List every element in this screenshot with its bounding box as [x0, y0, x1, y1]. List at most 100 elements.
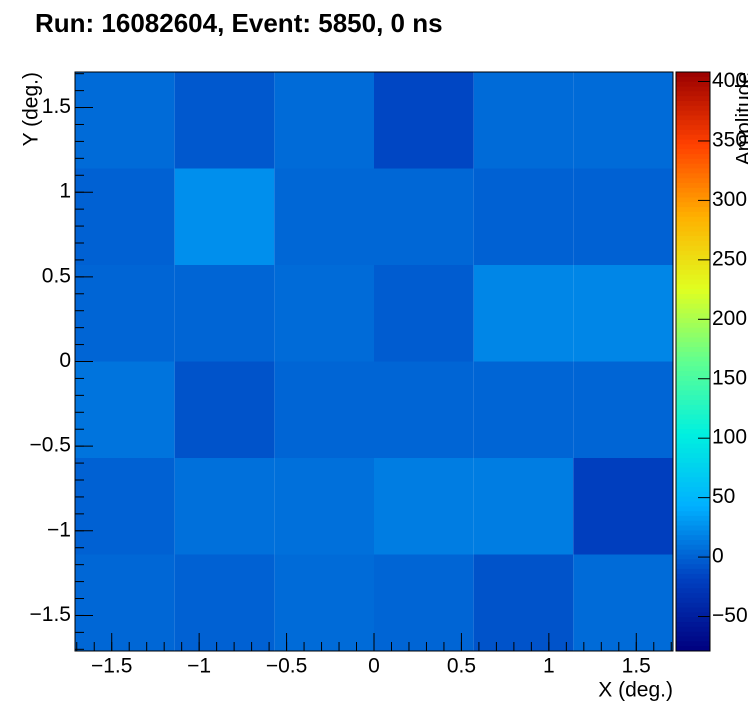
colorbar-segment	[676, 573, 710, 580]
colorbar-segment	[676, 506, 710, 512]
colorbar-segment	[676, 327, 710, 334]
x-tick-label: −1	[187, 655, 211, 678]
colorbar-segment	[676, 231, 710, 237]
colorbar-segment	[676, 250, 710, 256]
colorbar-tick-label: 150	[712, 366, 747, 389]
y-tick-label: 1	[59, 180, 71, 203]
colorbar-segment	[676, 467, 710, 473]
colorbar-segment	[676, 221, 710, 227]
colorbar-segment	[676, 139, 710, 145]
colorbar-tick-label: 300	[712, 188, 747, 211]
x-axis-label: X (deg.)	[598, 679, 673, 702]
heatmap-cell	[274, 554, 374, 651]
heatmap-cell	[473, 265, 574, 362]
colorbar-segment	[676, 400, 710, 406]
colorbar-segment	[676, 260, 710, 266]
heatmap-cell	[75, 72, 175, 169]
colorbar-segment	[676, 255, 710, 261]
heatmap-cell	[174, 554, 275, 651]
colorbar-segment	[676, 284, 710, 290]
heatmap-cell	[274, 458, 374, 555]
heatmap-cell	[473, 72, 574, 169]
colorbar-segment	[676, 404, 710, 411]
colorbar-segment	[676, 105, 710, 112]
heatmap-cell	[374, 72, 474, 169]
heatmap-cell	[573, 72, 673, 169]
colorbar-segment	[676, 318, 710, 324]
heatmap-cell	[573, 361, 673, 458]
colorbar-segment	[676, 554, 710, 560]
colorbar-segment	[676, 612, 710, 618]
colorbar-segment	[676, 409, 710, 416]
colorbar-segment	[676, 641, 710, 647]
colorbar-segment	[676, 385, 710, 391]
x-tick-label: −1.5	[91, 655, 132, 678]
heatmap-cell	[473, 361, 574, 458]
colorbar-segment	[676, 429, 710, 435]
y-tick-label: 1.5	[42, 95, 71, 118]
heatmap-cell	[174, 458, 275, 555]
colorbar-segment	[676, 511, 710, 517]
y-tick-label: −0.5	[30, 434, 71, 457]
heatmap-cell	[174, 361, 275, 458]
colorbar-segment	[676, 173, 710, 179]
colorbar-segment	[676, 636, 710, 642]
x-tick-label: −0.5	[266, 655, 307, 678]
colorbar-segment	[676, 433, 710, 440]
colorbar-segment	[676, 549, 710, 555]
colorbar-segment	[676, 303, 710, 309]
heatmap-cell	[573, 458, 673, 555]
heatmap-cell	[274, 168, 374, 265]
heatmap-cell	[174, 168, 275, 265]
colorbar-segment	[676, 564, 710, 570]
colorbar-segment	[676, 197, 710, 203]
colorbar-segment	[676, 588, 710, 594]
colorbar-segment	[676, 236, 710, 242]
colorbar-label: Amplitude	[733, 72, 748, 165]
heatmap-cell	[573, 265, 673, 362]
colorbar-segment	[676, 91, 710, 97]
colorbar-segment	[676, 154, 710, 160]
colorbar-segment	[676, 472, 710, 478]
chart-title: Run: 16082604, Event: 5850, 0 ns	[35, 8, 443, 38]
colorbar-segment	[676, 515, 710, 522]
colorbar-segment	[676, 245, 710, 252]
colorbar-segment	[676, 414, 710, 420]
colorbar-segment	[676, 540, 710, 546]
x-tick-label: 0.5	[447, 655, 476, 678]
colorbar-segment	[676, 163, 710, 169]
colorbar-segment	[676, 443, 710, 449]
colorbar-segment	[676, 110, 710, 116]
colorbar-segment	[676, 602, 710, 609]
colorbar-tick-label: −50	[712, 604, 748, 627]
colorbar-segment	[676, 583, 710, 589]
colorbar-frame	[675, 71, 711, 652]
colorbar-segment	[676, 617, 710, 623]
colorbar-tick-label: 200	[712, 307, 747, 330]
colorbar-segment	[676, 448, 710, 454]
heatmap-cell	[573, 168, 673, 265]
colorbar-segment	[676, 129, 710, 136]
heatmap-cell	[573, 554, 673, 651]
colorbar-segment	[676, 308, 710, 314]
y-tick-label: 0.5	[42, 264, 71, 287]
colorbar-segment	[676, 178, 710, 184]
colorbar-segment	[676, 265, 710, 271]
colorbar-segment	[676, 453, 710, 459]
heatmap-cell	[75, 554, 175, 651]
colorbar-segment	[676, 293, 710, 300]
colorbar-tick-label: 400	[712, 69, 747, 92]
colorbar-segment	[676, 332, 710, 338]
colorbar-segment	[676, 216, 710, 223]
colorbar-segment	[676, 100, 710, 107]
colorbar-segment	[676, 477, 710, 483]
colorbar-segment	[676, 482, 710, 488]
heatmap-cell	[274, 265, 374, 362]
colorbar-segment	[676, 347, 710, 353]
heatmap-cell	[75, 458, 175, 555]
colorbar-segment	[676, 366, 710, 372]
colorbar-segment	[676, 168, 710, 174]
colorbar-segment	[676, 361, 710, 367]
colorbar-segment	[676, 134, 710, 141]
